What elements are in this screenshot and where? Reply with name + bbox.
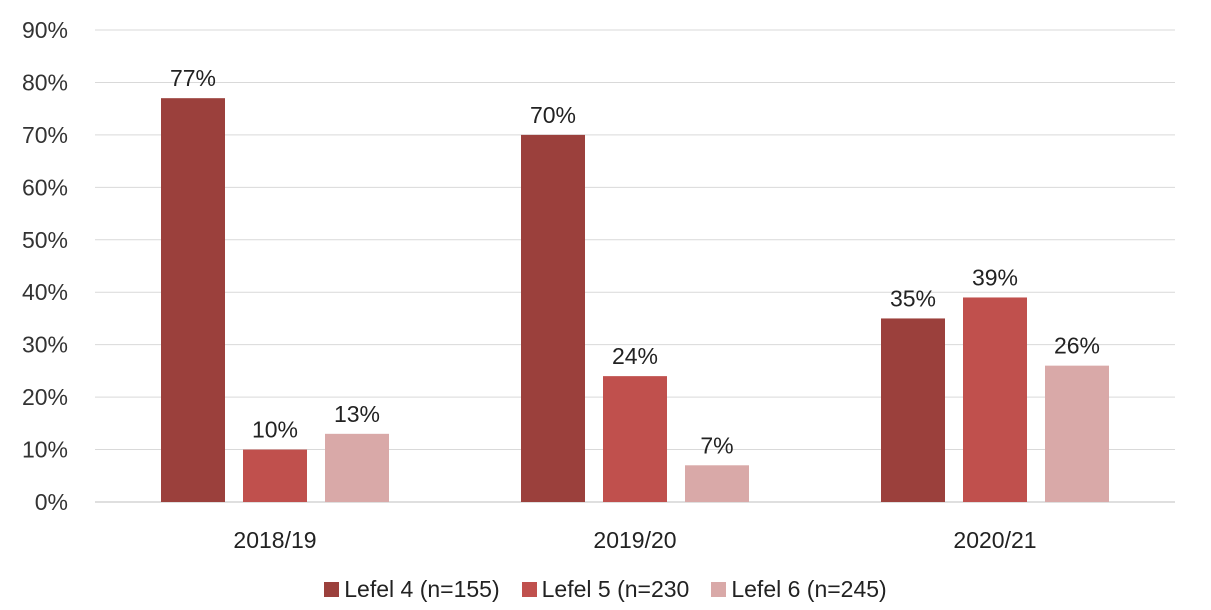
- legend-swatch-lefel-5: [521, 581, 537, 597]
- data-label: 39%: [972, 264, 1018, 290]
- legend-swatch-lefel-4: [324, 581, 340, 597]
- bar: [243, 449, 307, 502]
- legend-item-lefel-5: Lefel 5 (n=230: [521, 575, 690, 603]
- data-label: 24%: [612, 343, 658, 369]
- legend-item-lefel-6: Lefel 6 (n=245): [711, 575, 887, 603]
- legend-label-lefel-6: Lefel 6 (n=245): [731, 575, 887, 602]
- x-tick-label: 2018/19: [233, 527, 316, 553]
- data-label: 26%: [1054, 333, 1100, 359]
- legend-label-lefel-4: Lefel 4 (n=155): [344, 575, 500, 602]
- bar: [963, 297, 1027, 502]
- bar: [881, 318, 945, 502]
- bar: [161, 98, 225, 502]
- bar: [521, 134, 585, 502]
- y-tick-label: 50%: [22, 227, 68, 253]
- data-label: 13%: [334, 401, 380, 427]
- y-tick-label: 80%: [22, 69, 68, 95]
- legend-label-lefel-5: Lefel 5 (n=230: [541, 575, 690, 602]
- bar: [325, 433, 389, 502]
- x-tick-label: 2019/20: [593, 527, 676, 553]
- bar-chart: 0% 10% 20% 30% 40% 50% 60% 70% 80% 90% 77% 10% 13% 20…: [22, 17, 1175, 553]
- data-label: 7%: [700, 432, 733, 458]
- y-tick-label: 90%: [22, 17, 68, 43]
- data-label: 70%: [530, 102, 576, 128]
- y-tick-label: 40%: [22, 279, 68, 305]
- y-tick-label: 10%: [22, 437, 68, 463]
- bar: [603, 376, 667, 502]
- y-tick-label: 70%: [22, 122, 68, 148]
- bar: [1045, 365, 1109, 502]
- x-tick-label: 2020/21: [953, 527, 1036, 553]
- data-label: 10%: [252, 417, 298, 443]
- y-tick-label: 20%: [22, 384, 68, 410]
- data-label: 35%: [890, 285, 936, 311]
- legend-item-lefel-4: Lefel 4 (n=155): [324, 575, 500, 603]
- y-tick-label: 0%: [35, 489, 68, 515]
- y-tick-label: 60%: [22, 174, 68, 200]
- legend: Lefel 4 (n=155) Lefel 5 (n=230 Lefel 6 (…: [0, 572, 1211, 606]
- legend-swatch-lefel-6: [711, 581, 727, 597]
- y-tick-label: 30%: [22, 332, 68, 358]
- bar: [685, 465, 749, 502]
- data-label: 77%: [170, 65, 216, 91]
